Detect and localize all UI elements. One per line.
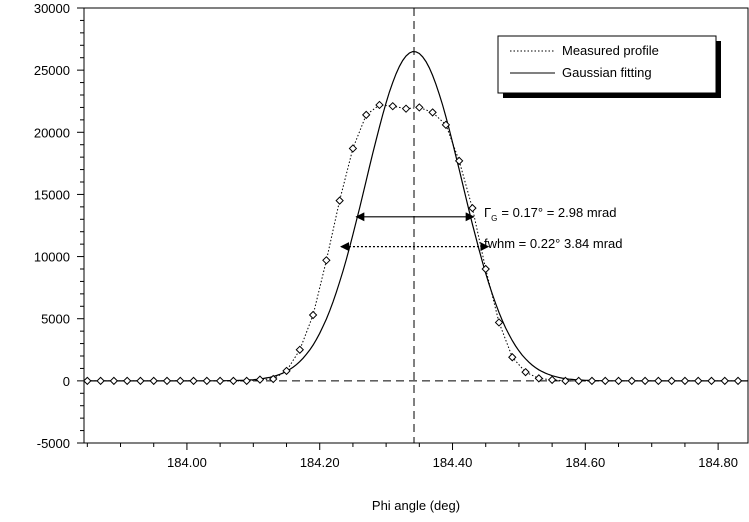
measured-point [693,376,703,386]
measured-point [122,376,132,386]
measured-point [561,376,570,386]
fwhm-annotation: fwhm = 0.22° 3.84 mrad [484,236,623,251]
x-tick-label: 184.40 [433,455,473,470]
x-axis-label: Phi angle (deg) [372,498,460,513]
measured-point [109,376,119,386]
measured-point [295,345,305,354]
y-axis: -5000 0 5000 10000 15000 20000 25000 30000 [34,1,84,451]
measured-point [176,376,185,386]
measured-markers [83,100,743,386]
x-tick-label: 184.60 [565,455,605,470]
measured-point [481,264,490,274]
measured-point [229,376,238,386]
legend-label-gaussian: Gaussian fitting [562,65,652,80]
measured-point [733,376,743,386]
gamma-annotation: ΓG = 0.17° = 2.98 mrad [484,205,616,223]
measured-point [667,376,676,386]
x-tick-label: 184.20 [300,455,340,470]
x-tick-label: 184.00 [167,455,207,470]
measured-point [401,104,411,113]
measured-point [574,376,583,386]
measured-point [215,376,225,386]
measured-point [707,376,716,386]
measured-point [361,110,371,120]
measured-point [149,376,158,386]
measured-point [454,156,464,166]
measured-point [189,376,198,386]
x-axis: 184.00 184.20 184.40 184.60 184.80 [86,443,738,470]
measured-profile-line [87,104,738,382]
measured-point [375,100,384,110]
measured-point [640,376,650,386]
legend-label-measured: Measured profile [562,43,659,58]
measured-point [614,376,623,386]
measured-point [428,108,437,117]
measured-point [83,376,92,386]
y-tick-label: -5000 [37,436,70,451]
measured-point [348,144,358,153]
y-tick-label: 5000 [41,312,70,327]
measured-point [282,366,291,376]
measured-point [269,374,278,384]
measured-point [441,120,451,130]
measured-point [255,375,265,384]
measured-point [136,376,145,386]
y-tick-label: 30000 [34,1,70,16]
y-tick-label: 20000 [34,125,70,140]
y-tick-label: 15000 [34,187,70,202]
measured-point [547,375,557,385]
measured-point [521,367,530,377]
measured-point [627,376,637,386]
measured-point [162,376,172,386]
measured-point [654,376,663,386]
measured-point [534,374,544,383]
measured-point [508,353,517,362]
measured-point [335,196,344,205]
measured-point [202,376,212,386]
measured-point [415,103,424,112]
legend: Measured profile Gaussian fitting [497,35,721,98]
measured-point [96,376,105,386]
annotations [340,212,490,252]
measured-point [720,376,729,386]
measured-point [468,203,477,213]
measured-point [587,376,597,386]
measured-point [601,376,610,386]
plot-frame [83,7,749,444]
y-tick-label: 25000 [34,63,70,78]
y-tick-label: 0 [63,374,70,389]
measured-point [322,256,331,265]
measured-point [308,310,318,320]
measured-point [242,376,251,386]
x-tick-label: 184.80 [698,455,738,470]
measured-point [494,318,504,327]
measured-point [680,376,690,386]
y-tick-label: 10000 [34,250,70,265]
measured-point [388,101,397,111]
